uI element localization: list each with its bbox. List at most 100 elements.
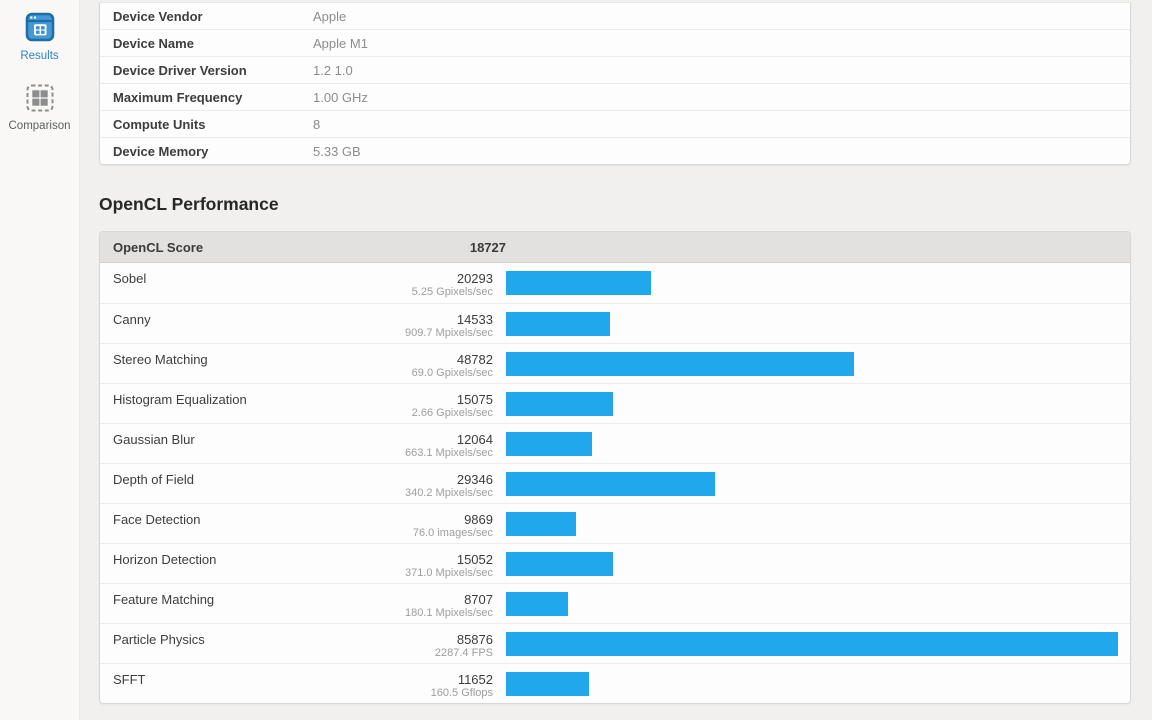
benchmark-score: 29346 [456,472,493,487]
benchmark-score: 12064 [456,432,493,447]
opencl-score-label: OpenCL Score [113,239,204,255]
score-bar [506,472,716,496]
device-info-label: Device Name [113,35,194,51]
benchmark-values: 29346 340.2 Mpixels/sec [367,464,493,503]
benchmark-score: 9869 [464,512,493,527]
benchmark-score: 14533 [456,312,493,327]
benchmark-values: 20293 5.25 Gpixels/sec [367,263,493,303]
benchmark-row: Feature Matching 8707 180.1 Mpixels/sec [100,583,1130,623]
benchmark-row: SFFT 11652 160.5 Gflops [100,663,1130,703]
sidebar-item-results[interactable]: Results [0,12,79,62]
benchmark-score: 20293 [456,271,493,286]
benchmark-rate: 909.7 Mpixels/sec [404,327,493,339]
opencl-score-row: OpenCL Score 18727 [100,232,1130,263]
opencl-performance-table: OpenCL Score 18727 Sobel 20293 5.25 Gpix… [99,231,1131,704]
benchmark-row: Gaussian Blur 12064 663.1 Mpixels/sec [100,423,1130,463]
score-bar [506,432,592,456]
sidebar-item-results-label: Results [20,50,59,62]
benchmark-name: Face Detection [113,512,201,527]
score-bar [506,271,651,295]
device-info-value: Apple [313,8,347,24]
benchmark-values: 48782 69.0 Gpixels/sec [367,344,493,383]
benchmark-bar-area [506,592,1118,623]
benchmark-values: 9869 76.0 images/sec [367,504,493,543]
benchmark-rate: 340.2 Mpixels/sec [404,487,493,499]
device-info-row: Device Driver Version 1.2 1.0 [100,56,1130,83]
device-info-value: 5.33 GB [313,143,361,159]
device-info-row: Device Name Apple M1 [100,29,1130,56]
benchmark-values: 12064 663.1 Mpixels/sec [367,424,493,463]
device-info-row: Maximum Frequency 1.00 GHz [100,83,1130,110]
score-bar [506,392,614,416]
benchmark-values: 15075 2.66 Gpixels/sec [367,384,493,423]
score-bar [506,352,854,376]
benchmark-score: 15075 [456,392,493,407]
main-content: Device Vendor Apple Device Name Apple M1… [80,0,1152,720]
benchmark-row: Face Detection 9869 76.0 images/sec [100,503,1130,543]
benchmark-row: Histogram Equalization 15075 2.66 Gpixel… [100,383,1130,423]
benchmark-bar-area [506,552,1118,583]
comparison-icon [25,84,55,114]
benchmark-score: 11652 [457,672,493,687]
score-bar [506,632,1118,656]
device-info-label: Maximum Frequency [113,89,243,105]
device-info-row: Compute Units 8 [100,110,1130,137]
benchmark-name: Canny [113,312,151,327]
benchmark-row: Canny 14533 909.7 Mpixels/sec [100,303,1130,343]
score-bar [506,512,577,536]
device-info-value: 1.00 GHz [313,89,368,105]
benchmark-rate: 2287.4 FPS [434,647,493,659]
benchmark-rate: 5.25 Gpixels/sec [411,286,493,298]
benchmark-name: SFFT [113,672,146,687]
device-info-label: Device Driver Version [113,62,247,78]
score-bar [506,672,590,696]
device-info-label: Compute Units [113,116,206,132]
benchmark-bar-area [506,392,1118,423]
benchmark-values: 11652 160.5 Gflops [367,664,493,703]
benchmark-score: 15052 [456,552,493,567]
benchmark-row: Particle Physics 85876 2287.4 FPS [100,623,1130,663]
device-info-label: Device Memory [113,143,209,159]
benchmark-row: Stereo Matching 48782 69.0 Gpixels/sec [100,343,1130,383]
benchmark-name: Gaussian Blur [113,432,195,447]
score-bar [506,312,610,336]
results-icon [25,12,55,42]
benchmark-rate: 69.0 Gpixels/sec [411,367,493,379]
device-info-row: Device Vendor Apple [100,3,1130,29]
device-info-label: Device Vendor [113,8,203,24]
benchmark-name: Particle Physics [113,632,205,647]
device-info-value: Apple M1 [313,35,368,51]
benchmark-bar-area [506,512,1118,543]
sidebar: Results Comparison [0,0,80,720]
benchmark-bar-area [506,352,1118,383]
benchmark-values: 15052 371.0 Mpixels/sec [367,544,493,583]
benchmark-score: 85876 [456,632,493,647]
benchmark-score: 8707 [464,592,493,607]
benchmark-values: 8707 180.1 Mpixels/sec [367,584,493,623]
benchmark-rate: 76.0 images/sec [412,527,493,539]
benchmark-name: Histogram Equalization [113,392,247,407]
benchmark-name: Horizon Detection [113,552,217,567]
benchmark-rate: 371.0 Mpixels/sec [404,567,493,579]
benchmark-name: Stereo Matching [113,352,208,367]
benchmark-row: Horizon Detection 15052 371.0 Mpixels/se… [100,543,1130,583]
sidebar-item-comparison[interactable]: Comparison [0,84,79,132]
opencl-performance-heading: OpenCL Performance [99,194,279,214]
benchmark-values: 14533 909.7 Mpixels/sec [367,304,493,343]
benchmark-bar-area [506,432,1118,463]
benchmark-name: Sobel [113,271,147,286]
device-info-value: 1.2 1.0 [313,62,353,78]
benchmark-bar-area [506,312,1118,343]
benchmark-name: Feature Matching [113,592,215,607]
benchmark-bar-area [506,472,1118,503]
score-bar [506,552,614,576]
benchmark-rate: 2.66 Gpixels/sec [411,407,493,419]
benchmark-row: Sobel 20293 5.25 Gpixels/sec [100,263,1130,303]
score-bar [506,592,569,616]
opencl-score-value: 18727 [469,239,506,255]
sidebar-item-comparison-label: Comparison [8,120,71,132]
benchmark-rate: 180.1 Mpixels/sec [404,607,493,619]
benchmark-name: Depth of Field [113,472,194,487]
benchmark-values: 85876 2287.4 FPS [367,624,493,663]
benchmark-bar-area [506,632,1118,663]
